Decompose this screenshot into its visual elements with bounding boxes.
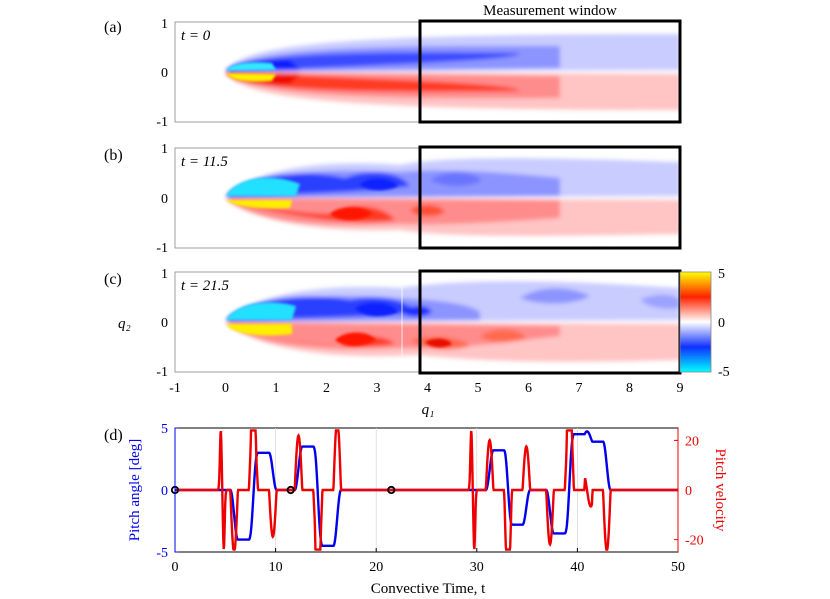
time-marker xyxy=(387,485,396,495)
panel-a-time-label: t = 0 xyxy=(181,28,211,44)
chart-left-tick-label: -5 xyxy=(156,546,168,561)
panel-d-label: (d) xyxy=(104,427,123,444)
chart-xtick-label: 10 xyxy=(269,560,283,575)
field-xtick: 0 xyxy=(222,381,229,396)
panel-b-label: (b) xyxy=(104,147,123,164)
panel-b-time-label: t = 11.5 xyxy=(181,154,228,170)
field-xtick: 9 xyxy=(677,381,684,396)
panel-c-ytick-neg1: -1 xyxy=(156,365,168,380)
panel-c-time-label: t = 21.5 xyxy=(181,278,230,294)
field-xtick: 8 xyxy=(626,381,633,396)
colorbar-tick-zero: 0 xyxy=(718,316,725,331)
chart-right-tick-label: -20 xyxy=(685,534,704,549)
panel-c-flow-field: 1 0 -1 (c) t = 21.5 q₂ -1 0 1 2 3 4 5 6 7 8 9 q₁ xyxy=(104,267,684,418)
panel-a-flow-field: 1 0 -1 (a) t = 0 Measurement window xyxy=(104,3,682,130)
panel-a-ytick-1: 1 xyxy=(161,17,168,32)
panel-c-label: (c) xyxy=(104,271,122,288)
field-xtick: 3 xyxy=(374,381,381,396)
panel-a-label: (a) xyxy=(104,19,122,36)
panel-c-ytick-1: 1 xyxy=(161,267,168,282)
panel-a-ytick-0: 0 xyxy=(161,66,168,81)
panel-a-y-ticks: 1 0 -1 xyxy=(156,17,168,130)
panel-c-y-ticks: 1 0 -1 xyxy=(156,267,168,380)
chart-xtick-label: 50 xyxy=(671,560,685,575)
time-marker xyxy=(286,485,295,495)
colorbar-tick-min: -5 xyxy=(718,365,730,380)
panel-b-y-ticks: 1 0 -1 xyxy=(156,142,168,256)
chart-x-axis-label: Convective Time, t xyxy=(371,581,486,597)
chart-right-tick-label: 20 xyxy=(685,434,699,449)
panel-c-ytick-0: 0 xyxy=(161,316,168,331)
panel-b-ytick-neg1: -1 xyxy=(156,241,168,256)
field-xtick: 2 xyxy=(323,381,330,396)
chart-left-tick-label: 0 xyxy=(161,484,168,499)
panel-a-contours xyxy=(226,34,680,110)
panel-a-ytick-neg1: -1 xyxy=(156,115,168,130)
colorbar-tick-max: 5 xyxy=(718,267,725,282)
panel-a-measurement-window xyxy=(418,19,682,124)
chart-left-tick-label: 5 xyxy=(161,422,168,437)
chart-series xyxy=(175,429,678,551)
colorbar-gradient xyxy=(679,271,712,373)
field-xtick: 4 xyxy=(424,381,431,396)
field-x-axis-label: q₁ xyxy=(422,402,435,418)
panel-c-contours xyxy=(226,281,680,362)
panel-b-contours xyxy=(226,158,680,236)
series-pitch-velocity xyxy=(175,429,678,551)
chart-y-ticks: 5 0 -5 20 0 -20 xyxy=(156,422,703,561)
measurement-window-label: Measurement window xyxy=(483,3,617,19)
chart-right-axis-label: Pitch velocity xyxy=(712,449,728,532)
field-xtick: 7 xyxy=(576,381,583,396)
panel-b-ytick-0: 0 xyxy=(161,192,168,207)
field-xtick: 5 xyxy=(475,381,482,396)
chart-xtick-label: 0 xyxy=(172,560,179,575)
chart-right-tick-label: 0 xyxy=(685,484,692,499)
chart-xtick-label: 40 xyxy=(570,560,584,575)
panel-b-ytick-1: 1 xyxy=(161,142,168,157)
field-xtick: 6 xyxy=(525,381,532,396)
panel-b-measurement-window xyxy=(418,145,682,250)
field-y-axis-label: q₂ xyxy=(118,316,131,332)
chart-left-axis-label: Pitch angle [deg] xyxy=(127,439,143,541)
colorbar: 5 0 -5 xyxy=(679,267,730,380)
chart-xtick-label: 30 xyxy=(470,560,484,575)
field-xtick: 1 xyxy=(273,381,280,396)
chart-xtick-label: 20 xyxy=(369,560,383,575)
panel-b-flow-field: 1 0 -1 (b) t = 11.5 xyxy=(104,142,682,256)
field-xtick: -1 xyxy=(169,381,181,396)
field-x-ticks: -1 0 1 2 3 4 5 6 7 8 9 xyxy=(169,381,683,396)
